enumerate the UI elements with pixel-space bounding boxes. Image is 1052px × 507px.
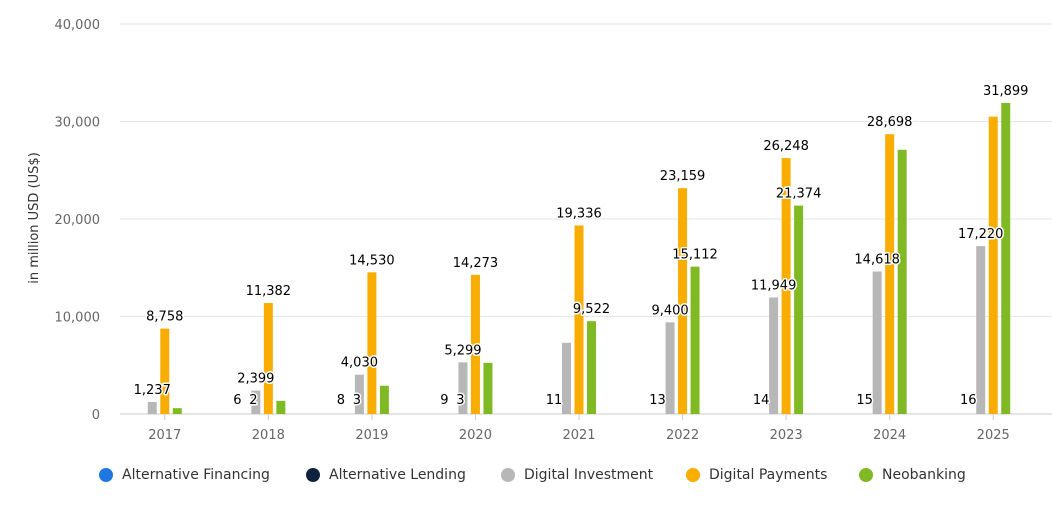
bar-digital-investment-2025[interactable] — [976, 246, 986, 414]
bar-digital-payments-2023[interactable] — [781, 158, 791, 414]
bar-neobanking-2017[interactable] — [172, 408, 182, 414]
bar-digital-investment-2018[interactable] — [251, 390, 261, 414]
data-label-digital-investment: 4,030 — [341, 356, 378, 371]
data-label-digital-payments: 23,159 — [660, 169, 706, 184]
legend-label: Digital Investment — [524, 467, 654, 483]
data-label-digital-payments: 26,248 — [763, 139, 809, 154]
y-tick-label: 10,000 — [55, 311, 101, 326]
data-label-alternative-lending: 14 — [753, 393, 770, 408]
data-label-neobanking: 3 — [456, 393, 464, 408]
legend: Alternative Financing Alternative Lendin… — [0, 462, 1052, 488]
x-tick-label: 2022 — [666, 428, 699, 443]
legend-label: Neobanking — [882, 467, 966, 483]
data-label-neobanking: 3 — [353, 393, 361, 408]
data-label-digital-investment: 17,220 — [958, 227, 1004, 242]
data-label-digital-payments: 28,698 — [867, 115, 913, 130]
x-tick-label: 2019 — [355, 428, 388, 443]
data-label-alternative-lending: 9 — [440, 393, 448, 408]
data-label-digital-payments: 14,273 — [453, 256, 499, 271]
bar-neobanking-2021[interactable] — [587, 321, 596, 414]
data-label-digital-payments: 14,530 — [349, 253, 395, 268]
data-label-neobanking: 9,522 — [573, 302, 610, 317]
bar-digital-investment-2020[interactable] — [458, 362, 468, 414]
bar-digital-payments-2025[interactable] — [988, 116, 998, 414]
bar-digital-payments-2022[interactable] — [678, 188, 688, 414]
data-labels: 1,2378,7582,39911,382264,03014,530385,29… — [132, 82, 1030, 409]
legend-item-digital-payments[interactable]: Digital Payments — [686, 462, 827, 488]
legend-label: Digital Payments — [709, 467, 828, 483]
bar-digital-investment-2024[interactable] — [872, 271, 882, 414]
bar-digital-payments-2018[interactable] — [263, 303, 273, 414]
y-axis-ticks: 0 10,000 20,000 30,000 40,000 — [55, 18, 101, 423]
data-label-neobanking: 31,899 — [983, 84, 1029, 99]
bar-neobanking-2018[interactable] — [276, 400, 286, 414]
legend-label: Alternative Lending — [329, 467, 466, 483]
data-label-alternative-lending: 11 — [546, 393, 563, 408]
x-tick-label: 2018 — [252, 428, 285, 443]
legend-dot-digital-investment — [501, 468, 515, 482]
bars — [147, 102, 1011, 415]
data-label-digital-investment: 2,399 — [237, 372, 274, 387]
y-tick-label: 20,000 — [55, 213, 101, 228]
bar-digital-investment-2023[interactable] — [769, 297, 779, 414]
data-label-neobanking: 15,112 — [672, 248, 718, 263]
x-axis-ticks: 2017 2018 2019 2020 2021 2022 2023 2024 2025 — [148, 414, 1010, 443]
data-label-alternative-lending: 6 — [233, 393, 241, 408]
x-tick-label: 2021 — [562, 428, 595, 443]
gridlines — [120, 23, 1052, 415]
bar-digital-payments-2024[interactable] — [885, 134, 895, 414]
chart-svg: 0 10,000 20,000 30,000 40,000 in million USD… — [27, 18, 1052, 443]
data-label-digital-payments: 8,758 — [146, 310, 183, 325]
x-tick-label: 2020 — [459, 428, 492, 443]
data-label-digital-payments: 19,336 — [556, 206, 602, 221]
data-label-neobanking: 21,374 — [776, 187, 822, 202]
bar-neobanking-2023[interactable] — [794, 205, 804, 414]
data-label-digital-payments: 11,382 — [246, 284, 292, 299]
x-tick-label: 2024 — [873, 428, 906, 443]
legend-item-neobanking[interactable]: Neobanking — [859, 462, 966, 488]
x-tick-label: 2017 — [148, 428, 181, 443]
bar-digital-investment-2022[interactable] — [665, 322, 675, 414]
data-label-digital-investment: 11,949 — [751, 278, 797, 293]
y-tick-label: 0 — [92, 408, 100, 423]
legend-dot-neobanking — [859, 468, 873, 482]
x-tick-label: 2025 — [977, 428, 1010, 443]
bar-digital-investment-2021[interactable] — [562, 342, 571, 414]
bar-digital-payments-2017[interactable] — [160, 328, 170, 414]
y-axis-label: in million USD (US$) — [27, 152, 42, 284]
data-label-alternative-lending: 15 — [856, 393, 873, 408]
legend-dot-alternative-financing — [99, 468, 113, 482]
bar-neobanking-2020[interactable] — [483, 362, 493, 414]
data-label-alternative-lending: 16 — [960, 393, 977, 408]
y-tick-label: 40,000 — [55, 18, 101, 33]
data-label-digital-investment: 1,237 — [134, 383, 171, 398]
data-label-digital-investment: 14,618 — [854, 252, 900, 267]
legend-item-alternative-lending[interactable]: Alternative Lending — [306, 462, 466, 488]
bar-digital-payments-2019[interactable] — [367, 272, 377, 414]
data-label-alternative-lending: 8 — [337, 393, 345, 408]
data-label-digital-investment: 9,400 — [651, 303, 688, 318]
bar-digital-investment-2019[interactable] — [354, 374, 364, 414]
y-tick-label: 30,000 — [55, 116, 101, 131]
bar-neobanking-2025[interactable] — [1001, 102, 1011, 415]
bar-neobanking-2019[interactable] — [379, 385, 389, 414]
data-label-digital-investment: 5,299 — [444, 343, 481, 358]
legend-label: Alternative Financing — [122, 467, 270, 483]
legend-dot-alternative-lending — [306, 468, 320, 482]
bar-neobanking-2022[interactable] — [690, 266, 700, 414]
data-label-alternative-lending: 13 — [649, 393, 666, 408]
data-label-neobanking: 2 — [249, 393, 257, 408]
legend-item-digital-investment[interactable]: Digital Investment — [501, 462, 653, 488]
x-tick-label: 2023 — [770, 428, 803, 443]
legend-item-alternative-financing[interactable]: Alternative Financing — [99, 462, 270, 488]
legend-dot-digital-payments — [686, 468, 700, 482]
bar-digital-payments-2021[interactable] — [574, 225, 584, 414]
bar-digital-investment-2017[interactable] — [147, 401, 157, 414]
bar-digital-payments-2020[interactable] — [470, 274, 480, 414]
bar-neobanking-2024[interactable] — [897, 149, 907, 414]
